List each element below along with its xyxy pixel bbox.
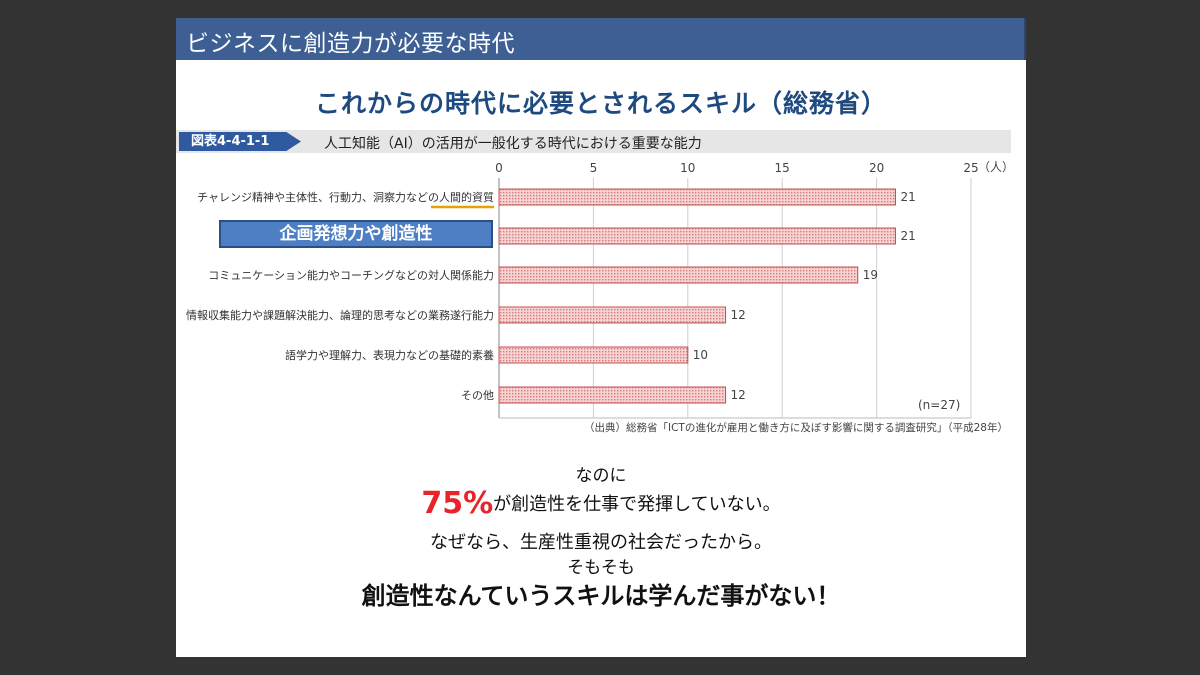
bar-value-label: 19 xyxy=(863,268,878,282)
category-label: 情報収集能力や課題解決能力、論理的思考などの業務遂行能力 xyxy=(186,308,494,322)
bar xyxy=(498,227,896,245)
message-line-3: なぜなら、生産性重視の社会だったから。 xyxy=(430,532,772,553)
x-tick-label: 25 xyxy=(963,161,978,175)
highlighted-category-label: 企画発想力や創造性 xyxy=(219,220,493,248)
bar-chart: 0 5 10 15 20 25 21 チャレンジ精神や主体性、行動力、洞察力などの人間的資質 2… xyxy=(186,160,1014,434)
bar-value-label: 12 xyxy=(731,308,746,322)
message-line-2: 75%が創造性を仕事で発揮していない。 xyxy=(176,486,1026,521)
category-label: チャレンジ精神や主体性、行動力、洞察力などの人間的資質 xyxy=(197,190,494,204)
category-label: その他 xyxy=(461,389,494,402)
axis-unit-label: （人） xyxy=(978,160,1014,174)
x-tick-label: 20 xyxy=(869,161,884,175)
figure-caption-band xyxy=(176,130,1011,153)
header-title: ビジネスに創造力が必要な時代 xyxy=(186,31,515,57)
x-tick-label: 10 xyxy=(680,161,695,175)
bar xyxy=(498,346,689,364)
bar-value-label: 21 xyxy=(900,190,915,204)
bar-value-label: 21 xyxy=(900,229,915,243)
message-line-4: そもそも xyxy=(567,558,635,578)
bar xyxy=(498,306,727,324)
main-title: これからの時代に必要とされるスキル（総務省） xyxy=(314,89,887,118)
figure-tag: 図表4-4-1-1 xyxy=(179,132,301,151)
slide: ビジネスに創造力が必要な時代 これからの時代に必要とされるスキル（総務省） 図表… xyxy=(176,18,1026,657)
figure-caption: 人工知能（AI）の活用が一般化する時代における重要な能力 xyxy=(324,136,702,152)
sample-size-note: (n=27) xyxy=(918,398,960,412)
x-tick-label: 5 xyxy=(590,161,598,175)
header-bar: ビジネスに創造力が必要な時代 xyxy=(176,18,1026,60)
message-line-1: なのに xyxy=(575,466,627,486)
message-conclusion: 創造性なんていうスキルは学んだ事がない！ xyxy=(361,582,841,610)
x-tick-label: 15 xyxy=(775,161,790,175)
percentage-highlight: 75% xyxy=(421,486,494,521)
bar-value-label: 12 xyxy=(731,388,746,402)
x-tick-label: 0 xyxy=(495,161,503,175)
category-label: 語学力や理解力、表現力などの基礎的素養 xyxy=(285,348,494,362)
category-label: コミュニケーション能力やコーチングなどの対人関係能力 xyxy=(208,268,494,282)
message-line-2-text: が創造性を仕事で発揮していない。 xyxy=(493,494,781,515)
bar xyxy=(498,266,859,284)
bar xyxy=(498,188,896,206)
source-note: （出典）総務省「ICTの進化が雇用と働き方に及ぼす影響に関する調査研究」（平成2… xyxy=(584,421,1008,434)
bar-value-label: 10 xyxy=(693,348,708,362)
bar xyxy=(498,386,727,404)
